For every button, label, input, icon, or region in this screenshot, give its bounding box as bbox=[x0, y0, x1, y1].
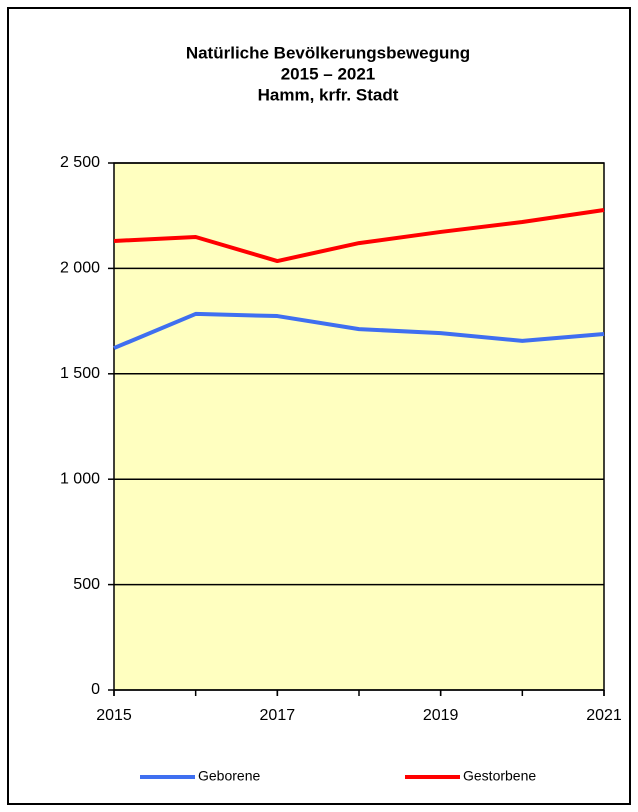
x-tick-label: 2017 bbox=[260, 707, 296, 724]
y-tick-label: 1 000 bbox=[60, 470, 100, 487]
plot-area bbox=[114, 163, 604, 690]
chart-title: Hamm, krfr. Stadt bbox=[258, 85, 399, 104]
series-line bbox=[113, 208, 605, 264]
x-tick-label: 2015 bbox=[96, 707, 132, 724]
chart-title: 2015 – 2021 bbox=[281, 64, 376, 83]
legend-label: Gestorbene bbox=[463, 768, 536, 784]
x-tick-label: 2019 bbox=[423, 707, 459, 724]
y-tick-label: 1 500 bbox=[60, 365, 100, 382]
chart-title: Natürliche Bevölkerungsbewegung bbox=[186, 43, 470, 62]
y-tick-label: 0 bbox=[91, 681, 100, 698]
x-tick-label: 2021 bbox=[586, 707, 622, 724]
series-line bbox=[113, 311, 605, 350]
y-tick-label: 2 000 bbox=[60, 260, 100, 277]
legend-label: Geborene bbox=[198, 768, 260, 784]
y-tick-label: 500 bbox=[73, 576, 100, 593]
y-tick-label: 2 500 bbox=[60, 154, 100, 171]
